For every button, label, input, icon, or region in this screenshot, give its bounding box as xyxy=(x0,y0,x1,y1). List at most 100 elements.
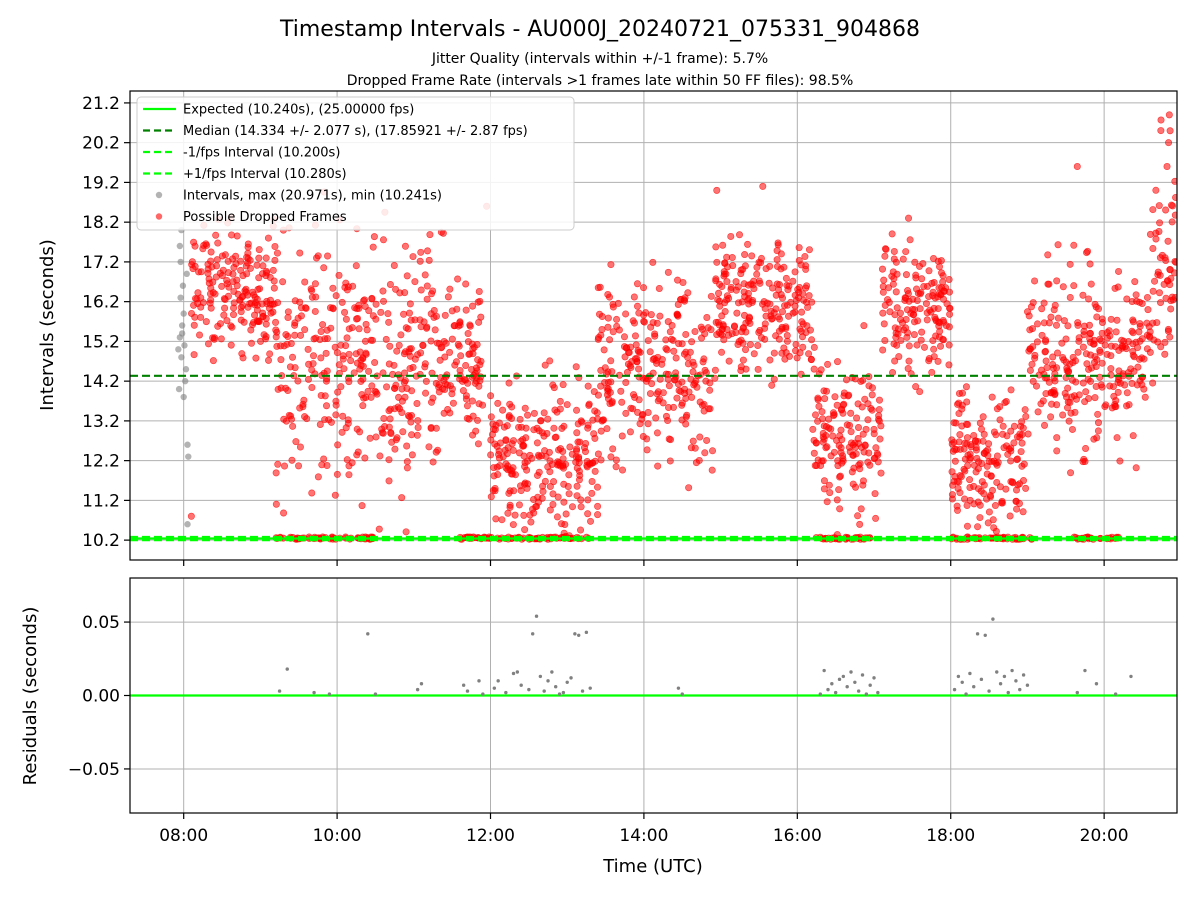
dropped-frame-point xyxy=(1103,350,1111,358)
dropped-frame-point xyxy=(763,299,771,307)
dropped-frame-point xyxy=(549,500,557,508)
dropped-frame-point xyxy=(678,401,686,409)
y-tick-label: 18.2 xyxy=(82,213,120,233)
dropped-frame-point xyxy=(1007,478,1015,486)
dropped-frame-point xyxy=(380,414,388,422)
dropped-frame-point xyxy=(561,521,569,529)
dropped-frame-point xyxy=(591,407,599,415)
dropped-frame-point xyxy=(479,401,487,409)
dropped-frame-point xyxy=(1113,434,1121,442)
dropped-frame-point xyxy=(925,293,933,301)
dropped-frame-point xyxy=(594,483,602,491)
dropped-frame-point xyxy=(684,289,692,297)
dropped-frame-point xyxy=(496,462,504,470)
dropped-frame-point xyxy=(768,315,776,323)
residual-point xyxy=(419,682,424,686)
dropped-frame-point xyxy=(966,476,974,484)
dropped-frame-point xyxy=(1128,298,1136,306)
dropped-frame-point xyxy=(682,330,690,338)
dropped-frame-point xyxy=(307,285,315,293)
residual-point xyxy=(561,690,566,695)
residual-point xyxy=(530,632,535,636)
dropped-frame-point xyxy=(795,294,803,302)
residual-point xyxy=(312,690,316,695)
dropped-frame-point xyxy=(772,305,780,313)
dropped-frame-point xyxy=(595,310,603,318)
dropped-frame-point xyxy=(207,284,215,292)
dropped-frame-point xyxy=(382,335,390,343)
dropped-frame-point xyxy=(527,518,535,526)
dropped-frame-point xyxy=(1098,318,1106,326)
dropped-frame-point xyxy=(666,328,674,336)
residual-point xyxy=(872,676,876,680)
dropped-frame-point xyxy=(607,453,615,461)
dropped-frame-point xyxy=(227,322,235,330)
dropped-frame-point xyxy=(1024,430,1032,438)
dropped-frame-point xyxy=(317,354,325,362)
dropped-frame-point xyxy=(564,482,572,490)
dropped-frame-point xyxy=(322,349,330,357)
dropped-frame-point xyxy=(777,250,785,258)
dropped-frame-point xyxy=(334,441,342,449)
dropped-frame-point xyxy=(627,404,635,412)
dropped-frame-point xyxy=(1157,299,1165,307)
legend-swatch-dot xyxy=(155,191,163,199)
dropped-frame-point xyxy=(274,385,282,393)
dropped-frame-point xyxy=(737,363,745,371)
dropped-frame-point xyxy=(474,416,482,424)
dropped-frame-point xyxy=(448,385,456,393)
dropped-frame-point xyxy=(620,333,628,341)
dropped-frame-point xyxy=(705,405,713,413)
dropped-frame-point xyxy=(1026,366,1034,374)
dropped-frame-point xyxy=(1013,433,1021,441)
dropped-frame-point xyxy=(281,462,289,470)
residual-point xyxy=(837,677,842,682)
residual-point xyxy=(833,690,838,695)
dropped-frame-point xyxy=(584,496,592,504)
dropped-frame-point xyxy=(1165,139,1173,147)
dropped-frame-point xyxy=(572,363,580,371)
dropped-frame-point xyxy=(194,289,202,297)
dropped-frame-point xyxy=(1033,338,1041,346)
dropped-frame-point xyxy=(1064,322,1072,330)
dropped-frame-point xyxy=(885,298,893,306)
dropped-frame-point xyxy=(998,499,1006,507)
dropped-frame-point xyxy=(230,311,238,319)
dropped-frame-point xyxy=(600,346,608,354)
dropped-frame-point xyxy=(1029,377,1037,385)
dropped-frame-point xyxy=(682,394,690,402)
dropped-frame-point xyxy=(930,279,938,287)
dropped-frame-point xyxy=(635,365,643,373)
dropped-frame-point xyxy=(477,313,485,321)
dropped-frame-point xyxy=(355,301,363,309)
dropped-frame-point xyxy=(379,429,387,437)
dropped-frame-point xyxy=(890,255,898,263)
dropped-frame-point xyxy=(945,323,953,331)
legend-entry-label: Median (14.334 +/- 2.077 s), (17.85921 +… xyxy=(183,124,528,139)
dropped-frame-point xyxy=(658,356,666,364)
dropped-frame-point xyxy=(398,494,406,502)
dropped-frame-point xyxy=(359,402,367,410)
dropped-frame-point xyxy=(982,448,990,456)
dropped-frame-point xyxy=(338,428,346,436)
dropped-frame-point xyxy=(996,416,1004,424)
dropped-frame-point xyxy=(205,275,213,283)
dropped-frame-point xyxy=(1082,388,1090,396)
dropped-frame-point xyxy=(813,461,821,469)
dropped-frame-point xyxy=(1066,260,1074,268)
dropped-frame-point xyxy=(1073,163,1081,171)
dropped-frame-point xyxy=(385,456,393,464)
dropped-frame-point xyxy=(783,332,791,340)
residual-point xyxy=(876,690,880,695)
x-tick-label: 20:00 xyxy=(1080,826,1129,846)
dropped-frame-point xyxy=(1080,331,1088,339)
dropped-frame-point xyxy=(707,326,715,334)
dropped-frame-point xyxy=(559,455,567,463)
dropped-frame-point xyxy=(1134,344,1142,352)
residuals-y-axis-label: Residuals (seconds) xyxy=(20,607,41,786)
dropped-frame-point xyxy=(197,268,205,276)
dropped-frame-point xyxy=(888,230,896,238)
dropped-frame-point xyxy=(221,251,229,259)
residual-point xyxy=(841,674,846,679)
dropped-frame-point xyxy=(603,384,611,392)
